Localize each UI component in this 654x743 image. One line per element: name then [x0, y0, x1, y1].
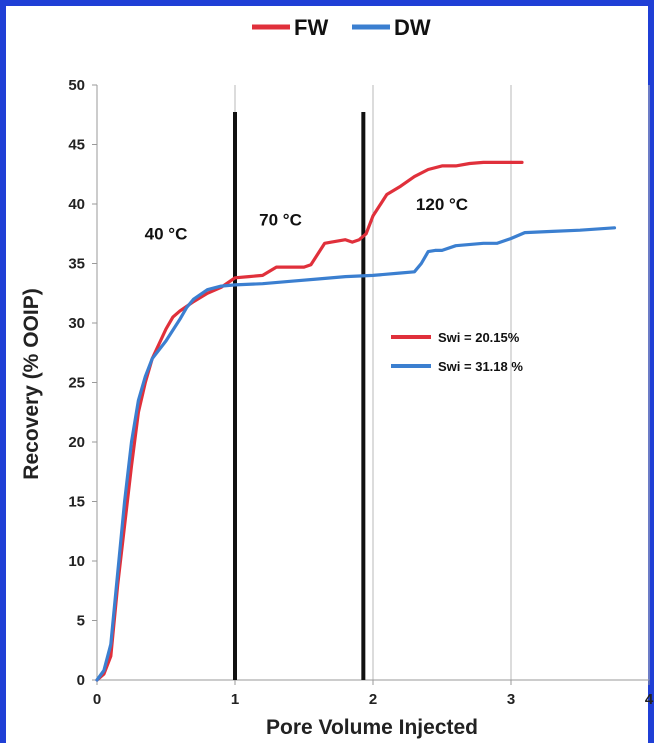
- y-tick-label: 15: [68, 494, 85, 511]
- series-line-2: [95, 226, 617, 682]
- x-ticks: 0 1 2 3 4: [93, 680, 654, 708]
- temperature-labels: 40 °C 70 °C 120 °C: [145, 195, 468, 244]
- y-tick-label: 35: [68, 256, 85, 273]
- y-ticks: 0 5 10 15 20 25 30 35 40 45 50: [68, 77, 97, 689]
- x-tick-label: 2: [369, 691, 377, 708]
- temperature-dividers: [233, 112, 366, 680]
- y-tick-label: 20: [68, 434, 85, 451]
- y-tick-label: 40: [68, 196, 85, 213]
- y-tick-label: 10: [68, 553, 85, 570]
- x-tick-label: 4: [645, 691, 654, 708]
- y-tick-label: 50: [68, 77, 85, 94]
- temperature-label: 70 °C: [259, 210, 302, 229]
- legend-swi1-label: Swi = 20.15%: [438, 330, 520, 345]
- legend-fw-label: FW: [294, 15, 328, 40]
- y-axis-title: Recovery (% OOIP): [20, 288, 43, 479]
- legend-swi2-label: Swi = 31.18 %: [438, 359, 523, 374]
- series-lines: [95, 160, 617, 682]
- y-tick-label: 0: [77, 672, 85, 689]
- x-tick-label: 3: [507, 691, 515, 708]
- series-line-1: [95, 160, 524, 682]
- temperature-label: 120 °C: [416, 195, 468, 214]
- x-tick-label: 0: [93, 691, 101, 708]
- y-tick-label: 45: [68, 137, 85, 154]
- plot-area: 0 5 10 15 20 25 30 35 40 45 50 0 1 2 3 4 40 °C 70 °C 120…: [68, 77, 654, 708]
- x-gridlines: [234, 85, 650, 680]
- top-legend: FW DW: [252, 15, 431, 40]
- y-tick-label: 5: [77, 613, 85, 630]
- x-tick-label: 1: [231, 691, 239, 708]
- x-axis-title: Pore Volume Injected: [266, 716, 478, 739]
- inner-legend: Swi = 20.15% Swi = 31.18 %: [391, 330, 523, 374]
- temperature-label: 40 °C: [145, 225, 188, 244]
- y-tick-label: 30: [68, 315, 85, 332]
- y-tick-label: 25: [68, 375, 85, 392]
- legend-dw-label: DW: [394, 15, 431, 40]
